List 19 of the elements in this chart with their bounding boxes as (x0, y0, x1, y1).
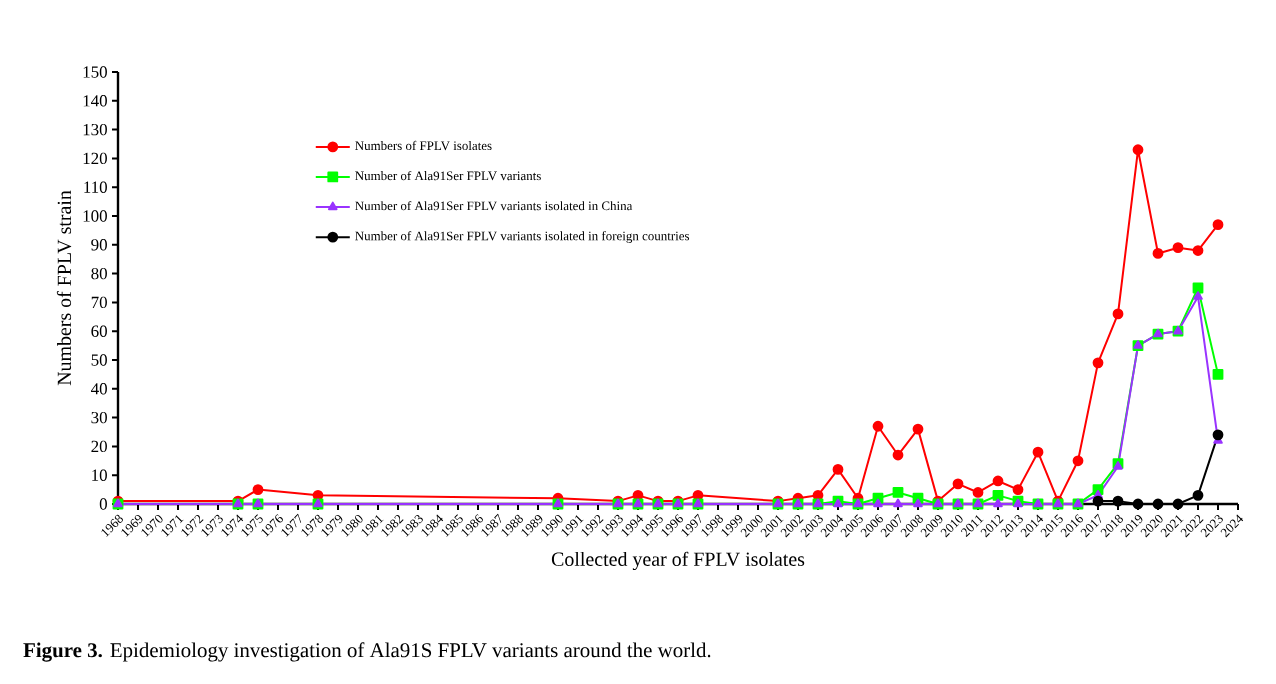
y-tick-label: 80 (91, 267, 107, 280)
text: Figure 3. Epidemiology investigation of Ala91S FPLV variants around the world. (23, 642, 711, 662)
y-tick-label: 110 (84, 181, 107, 193)
y-tick-label: 70 (91, 296, 107, 309)
y-tick-label: 150 (83, 66, 107, 78)
y-tick-label: 40 (91, 383, 107, 395)
y-tick-label: 90 (91, 239, 107, 251)
y-tick-label: 60 (91, 325, 107, 337)
y-tick-label: 0 (99, 498, 107, 510)
y-tick-label: 130 (83, 123, 107, 136)
y-tick-label: 30 (91, 411, 107, 424)
y-tick-label: 100 (83, 210, 107, 222)
y-axis-title: Numbers of FPLV strain (56, 190, 72, 386)
y-tick-label: 10 (92, 469, 107, 481)
y-tick-label: 20 (91, 440, 107, 453)
y-tick-label: 120 (83, 152, 107, 165)
x-axis-title: Collected year of FPLV isolates (551, 551, 805, 571)
y-tick-label: 140 (83, 95, 107, 107)
y-tick-label: 50 (91, 354, 107, 366)
